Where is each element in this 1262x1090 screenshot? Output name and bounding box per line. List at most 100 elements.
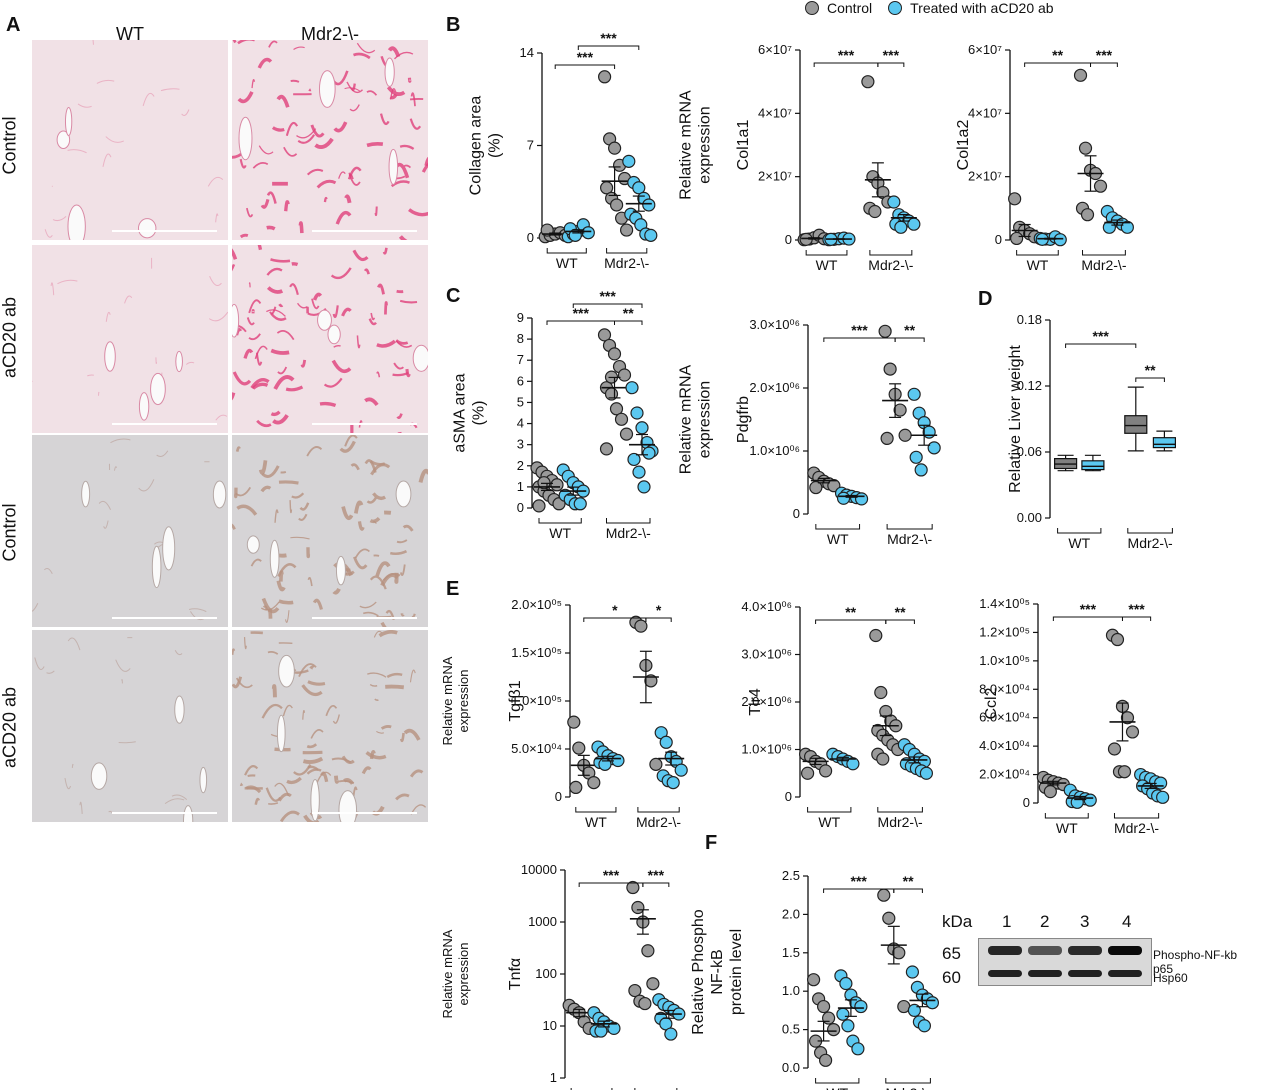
group-label-tlr4: WT: [818, 814, 840, 830]
sig-bracket-asma: [546, 320, 615, 325]
kda-60: 60: [942, 968, 961, 987]
tissue-fiber: [364, 397, 379, 407]
tissue-fiber: [409, 669, 416, 683]
data-point-nfkb: [892, 946, 906, 960]
tissue-fiber: [46, 670, 55, 674]
data-point-asma: [625, 381, 639, 395]
data-point-col1a2: [1008, 192, 1022, 206]
tissue-fiber: [291, 262, 299, 267]
tissue-fiber: [357, 521, 365, 531]
y-axis-label-collagen: (%): [487, 133, 504, 158]
tissue-fiber: [103, 520, 109, 529]
data-point-ccl2: [1120, 711, 1135, 725]
tissue-fiber: [323, 196, 328, 203]
group-label-ccl2: Mdr2-\-: [1114, 820, 1159, 836]
data-point-tlr4: [874, 685, 888, 700]
tissue-fiber: [349, 104, 360, 112]
group-bracket-col1a1: [869, 250, 913, 256]
data-point-nfkb: [851, 1042, 865, 1056]
sig-label-tlr4: **: [845, 604, 856, 620]
tissue-fiber: [269, 306, 277, 315]
vessel-lumen: [317, 309, 332, 331]
tissue-fiber: [302, 756, 324, 764]
tissue-fiber: [77, 103, 92, 108]
tissue-fiber: [261, 597, 280, 614]
tissue-fiber: [71, 763, 74, 768]
tissue-fiber: [181, 109, 190, 116]
tissue-fiber: [364, 459, 377, 473]
tissue-fiber: [138, 479, 155, 492]
tissue-fiber: [332, 714, 340, 724]
tissue-fiber: [258, 145, 274, 155]
group-bracket-col1a1: [805, 250, 848, 256]
tissue-fiber: [283, 146, 298, 157]
tissue-fiber: [409, 97, 424, 101]
tissue-fiber: [378, 630, 398, 638]
tissue-fiber: [382, 247, 388, 255]
tissue-fiber: [256, 419, 272, 428]
group-label-col1a1: Mdr2-\-: [868, 257, 913, 273]
tissue-fiber: [260, 198, 270, 209]
tissue-fiber: [380, 725, 392, 730]
tissue-fiber: [370, 312, 376, 321]
kda-label: kDa: [942, 912, 973, 931]
tissue-fiber: [246, 207, 254, 218]
tissue-fiber: [306, 743, 318, 749]
tissue-fiber: [34, 657, 45, 670]
data-point-collagen: [632, 181, 646, 195]
tissue-fiber: [188, 608, 207, 613]
y-tick-label-tnfa: 1: [550, 1070, 557, 1085]
tissue-fiber: [300, 359, 307, 368]
chart-legend: Control Treated with aCD20 ab: [805, 0, 1054, 16]
data-point-tgfb1: [567, 715, 581, 729]
sig-label-tgfb1: *: [656, 602, 662, 618]
sig-label-col1a1: ***: [883, 47, 900, 63]
tissue-fiber: [235, 677, 253, 689]
tissue-fiber: [278, 599, 294, 605]
tissue-fiber: [354, 500, 364, 514]
data-point-tlr4: [919, 766, 934, 780]
blot-band: [1028, 946, 1062, 955]
vessel-lumen: [278, 654, 295, 688]
box-liver: [1081, 460, 1105, 471]
y-axis-label-pdgfrb: expression: [697, 381, 714, 458]
tissue-fiber: [207, 176, 224, 187]
tissue-fiber: [421, 162, 428, 173]
tissue-fiber: [333, 344, 341, 348]
tissue-fiber: [369, 750, 376, 760]
data-point-ccl2: [1110, 632, 1125, 647]
y-tick-label-asma: 3: [517, 437, 524, 452]
tissue-fiber: [408, 208, 428, 217]
y-tick-label-ccl2: 0: [1023, 795, 1030, 810]
y-tick-label-liver: 0.18: [1017, 312, 1042, 327]
tissue-fiber: [276, 580, 286, 592]
tissue-fiber: [266, 191, 277, 204]
micrograph-asma-ihc-mdr2: [232, 435, 428, 627]
tissue-fiber: [278, 303, 284, 308]
group-bracket-col1a2: [1082, 250, 1126, 256]
tissue-fiber: [382, 572, 401, 581]
tissue-fiber: [346, 81, 364, 94]
y-axis-label2-pdgfrb: Pdgfrb: [735, 396, 752, 443]
data-point-nfkb: [836, 1007, 850, 1021]
tissue-fiber: [338, 171, 346, 179]
data-point-col1a1: [907, 217, 921, 231]
y-tick-label-pdgfrb: 1.0×10⁰⁶: [749, 443, 800, 458]
tissue-fiber: [344, 435, 358, 447]
vessel-lumen: [64, 106, 73, 136]
panel-letter-b: B: [446, 14, 461, 36]
y-tick-label-collagen: 0: [527, 230, 534, 245]
micrograph-asma-ihc-wt: [32, 630, 228, 822]
micrograph-asma-ihc-mdr2: [232, 630, 428, 822]
sig-bracket-liver: [1135, 377, 1165, 382]
panel-letter-a: A: [6, 14, 21, 36]
vessel-lumen: [338, 790, 358, 822]
group-label-collagen: WT: [556, 255, 578, 271]
vessel-lumen: [238, 116, 253, 161]
tissue-fiber: [270, 348, 290, 355]
group-label-tgfb1: Mdr2-\-: [636, 814, 681, 830]
data-point-nfkb: [821, 1011, 836, 1025]
tissue-fiber: [358, 420, 363, 428]
data-point-tnfa: [628, 983, 642, 998]
